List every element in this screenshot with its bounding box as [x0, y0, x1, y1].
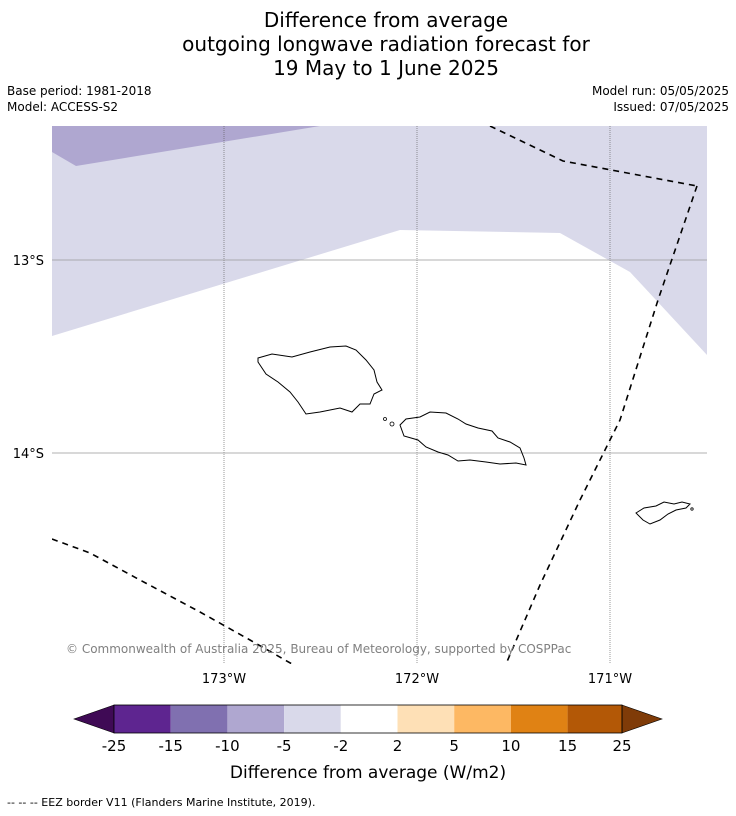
colorbar-title: Difference from average (W/m2)	[230, 763, 506, 783]
colorbar-tick-7: 5	[449, 737, 459, 755]
colorbar-tick-9: 15	[558, 737, 577, 755]
anomaly-region-dark	[52, 126, 320, 166]
colorbar-bin-5	[340, 705, 398, 733]
colorbar-tick-1: -25	[102, 737, 127, 755]
lon-label-171w: 171°W	[588, 672, 632, 687]
title-line-2: outgoing longwave radiation forecast for	[182, 32, 590, 56]
island-tutuila	[635, 501, 691, 525]
colorbar-tick-8: 10	[501, 737, 520, 755]
colorbar-extend-high	[621, 704, 663, 734]
eez-border-west	[52, 538, 293, 664]
colorbar-bin-7	[454, 705, 511, 733]
colorbar-tick-3: -10	[215, 737, 240, 755]
base-period: Base period: 1981-2018	[7, 84, 152, 98]
islet-manono	[383, 417, 387, 421]
model-name: Model: ACCESS-S2	[7, 100, 119, 114]
map-panel	[52, 126, 707, 664]
island-upolu	[399, 411, 527, 466]
colorbar-bin-8	[510, 705, 568, 733]
islet-apolima	[389, 421, 395, 427]
colorbar-extend-low	[73, 704, 115, 734]
eez-border-north	[489, 126, 698, 187]
lon-label-172w: 172°W	[395, 672, 439, 687]
colorbar-bin-9	[567, 705, 622, 733]
lat-label-13s: 13°S	[13, 254, 44, 269]
meta-left: Base period: 1981-2018 Model: ACCESS-S2	[7, 83, 152, 115]
colorbar-tick-4: -5	[277, 737, 292, 755]
colorbar-bin-2	[170, 705, 228, 733]
colorbar-tick-2: -15	[158, 737, 183, 755]
meta-right: Model run: 05/05/2025 Issued: 07/05/2025	[592, 83, 729, 115]
map-title: Difference from average outgoing longwav…	[0, 8, 736, 80]
colorbar-outline	[113, 704, 623, 734]
lon-label-173w: 173°W	[202, 672, 246, 687]
colorbar: -25 -15 -10 -5 -2 2 5 10 15 25 Differenc…	[73, 704, 663, 783]
colorbar-tick-10: 25	[612, 737, 631, 755]
model-run: Model run: 05/05/2025	[591, 84, 729, 98]
eez-border-east	[505, 185, 698, 664]
eez-legend: -- -- -- EEZ border V11 (Flanders Marine…	[7, 796, 316, 809]
colorbar-bin-4	[284, 705, 341, 733]
colorbar-tick-6: 2	[393, 737, 403, 755]
colorbar-bin-6	[397, 705, 455, 733]
anomaly-region-light	[52, 126, 707, 355]
colorbar-bin-1	[114, 705, 171, 733]
title-line-1: Difference from average	[263, 8, 509, 32]
issued-date: Issued: 07/05/2025	[613, 100, 729, 114]
island-savaii	[257, 345, 383, 415]
lat-label-14s: 14°S	[13, 447, 44, 462]
colorbar-bin-3	[227, 705, 285, 733]
copyright-text: © Commonwealth of Australia 2025, Bureau…	[66, 642, 571, 656]
islet-aunuu	[690, 507, 694, 511]
colorbar-tick-5: -2	[333, 737, 348, 755]
title-line-3: 19 May to 1 June 2025	[273, 56, 499, 80]
